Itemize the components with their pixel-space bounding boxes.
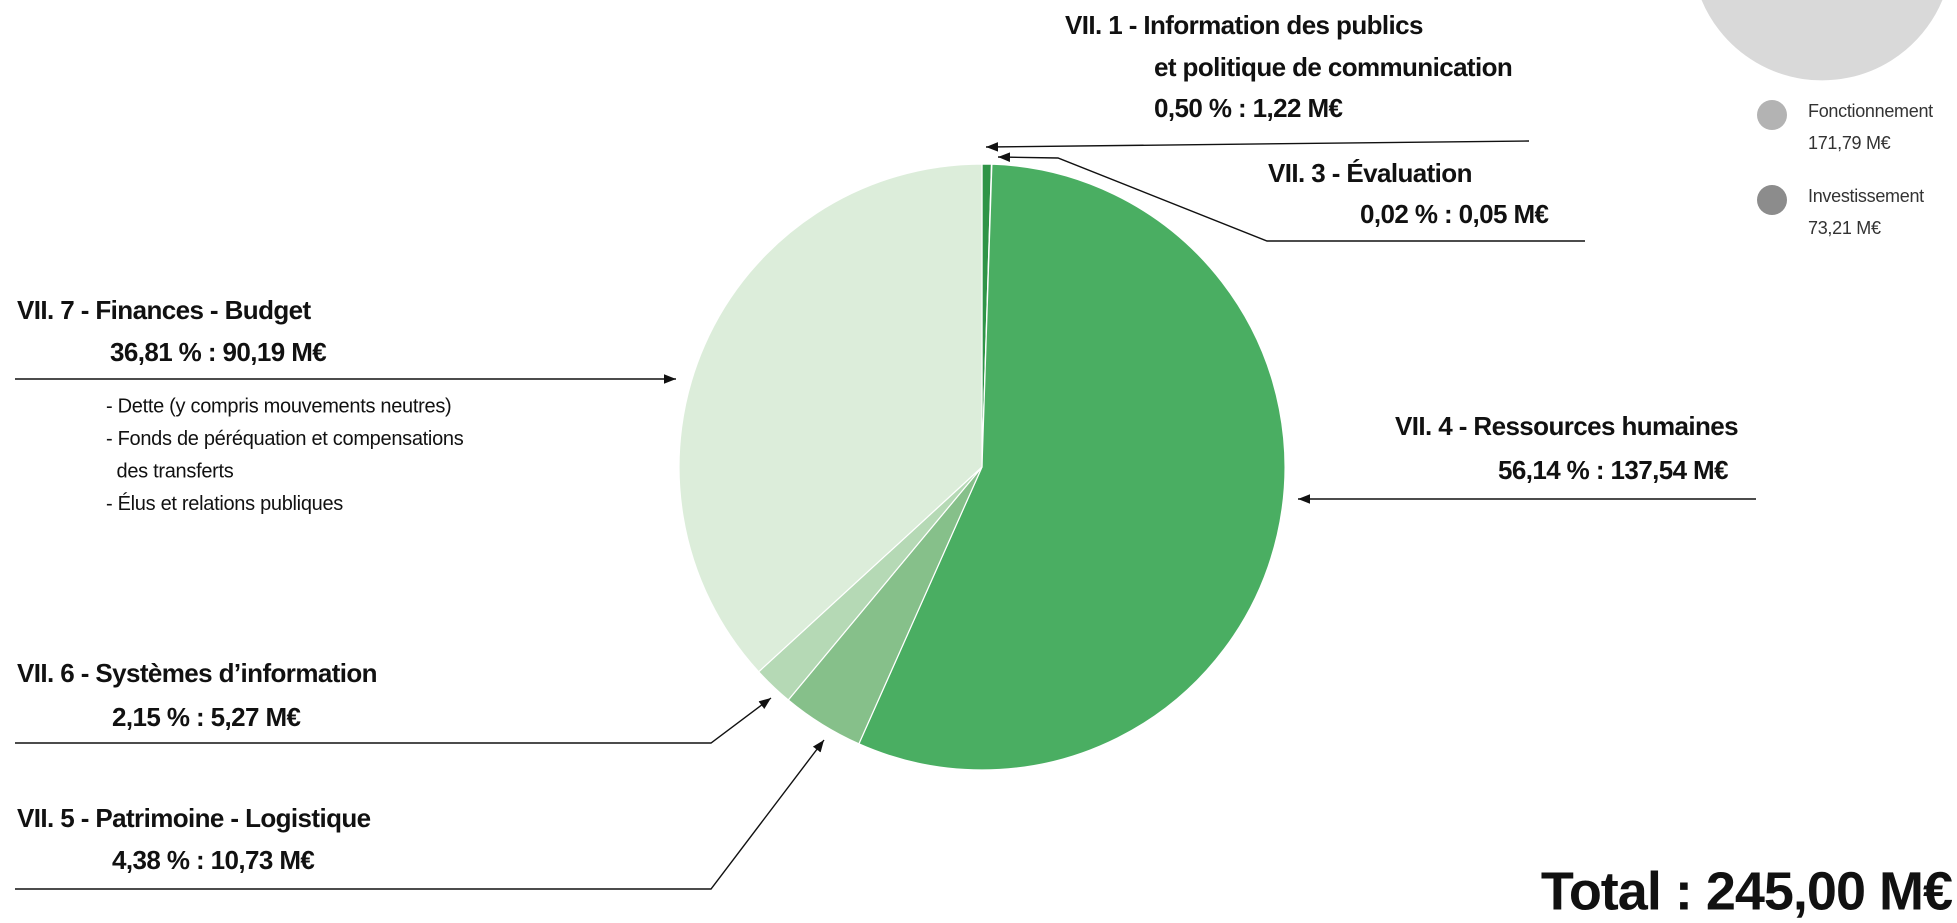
slice-label: VII. 7 - Finances - Budget <box>17 295 311 325</box>
leader-line <box>997 152 1585 242</box>
legend-swatch <box>1757 100 1787 130</box>
value-label: 2,15 % : 5,27 M€ <box>112 702 301 732</box>
pie-slice <box>858 163 1286 771</box>
legend-value: 73,21 M€ <box>1808 218 1881 238</box>
legend-label: Investissement <box>1808 186 1924 206</box>
leader-line <box>15 697 772 744</box>
legend-swatch <box>1757 185 1787 215</box>
leader-line <box>985 140 1530 152</box>
pie-slice <box>678 163 983 673</box>
leader-line <box>15 739 825 890</box>
value-label: 36,81 % : 90,19 M€ <box>110 337 326 367</box>
note: - Dette (y compris mouvements neutres) <box>106 395 451 417</box>
legend-value: 171,79 M€ <box>1808 133 1891 153</box>
slice-label: VII. 4 - Ressources humaines <box>1395 411 1738 441</box>
slice-label: VII. 1 - Information des publics <box>1065 10 1423 40</box>
slice-label: VII. 5 - Patrimoine - Logistique <box>17 803 371 833</box>
note: - Élus et relations publiques <box>106 492 343 515</box>
note: - Fonds de péréquation et compensations <box>106 428 464 450</box>
slice-label: VII. 6 - Systèmes d’information <box>17 658 377 688</box>
slice-label: VII. 3 - Évaluation <box>1268 158 1472 188</box>
slice-label: et politique de communication <box>1154 52 1512 82</box>
total: Total : 245,00 M€ <box>1541 861 1953 921</box>
legend-label: Fonctionnement <box>1808 101 1933 121</box>
value-label: 56,14 % : 137,54 M€ <box>1498 455 1728 485</box>
note: des transferts <box>106 460 234 482</box>
value-label: 4,38 % : 10,73 M€ <box>112 845 314 875</box>
value-label: 0,50 % : 1,22 M€ <box>1154 93 1343 123</box>
value-label: 0,02 % : 0,05 M€ <box>1360 199 1549 229</box>
pie-slice <box>1700 0 1944 82</box>
